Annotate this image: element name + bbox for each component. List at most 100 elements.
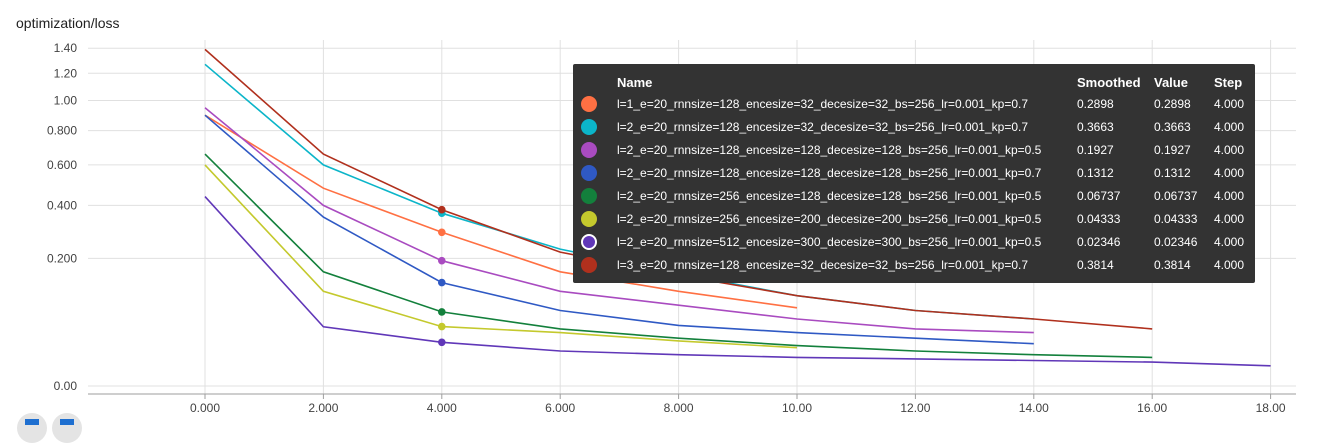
y-tick-label: 0.200 <box>47 251 77 265</box>
tooltip-table: Name Smoothed Value Step l=1_e=20_rnnsiz… <box>581 72 1250 276</box>
raw-value: 0.3814 <box>1154 257 1191 272</box>
highlight-point <box>438 228 446 237</box>
fit-domain-button[interactable] <box>17 413 47 443</box>
step-value: 4.000 <box>1214 165 1245 180</box>
series-swatch-cell <box>581 230 617 253</box>
y-tick-label: 0.600 <box>47 158 77 172</box>
y-tick-label: 1.40 <box>54 41 78 55</box>
raw-value: 0.04333 <box>1154 211 1198 226</box>
series-color-swatch <box>581 233 597 250</box>
y-tick-label: 0.400 <box>47 198 77 212</box>
series-swatch-cell <box>581 92 617 115</box>
raw-value: 0.02346 <box>1154 234 1198 249</box>
raw-value: 0.06737 <box>1154 188 1198 203</box>
tooltip-row: l=1_e=20_rnnsize=128_encesize=32_decesiz… <box>581 92 1250 115</box>
series-color-swatch <box>581 256 597 273</box>
highlight-point <box>438 322 446 331</box>
smoothed-value: 0.1312 <box>1077 165 1114 180</box>
series-color-swatch <box>581 95 597 112</box>
series-line <box>204 196 1271 367</box>
x-tick-label: 14.00 <box>1019 401 1049 415</box>
step-value: 4.000 <box>1214 234 1245 249</box>
smoothed-value: 0.2898 <box>1077 96 1114 111</box>
x-tick-label: 12.00 <box>900 401 930 415</box>
step-value: 4.000 <box>1214 119 1245 134</box>
swatch-header <box>581 72 617 92</box>
series-name: l=1_e=20_rnnsize=128_encesize=32_decesiz… <box>617 96 1029 111</box>
tooltip-row: l=2_e=20_rnnsize=256_encesize=200_decesi… <box>581 207 1250 230</box>
series-swatch-cell <box>581 161 617 184</box>
raw-value: 0.1312 <box>1154 165 1191 180</box>
smoothed-value: 0.06737 <box>1077 188 1121 203</box>
smoothed-value: 0.1927 <box>1077 142 1114 157</box>
y-tick-label: 1.00 <box>54 94 78 108</box>
x-tick-label: 18.00 <box>1256 401 1286 415</box>
data-table-icon <box>60 419 74 425</box>
smoothed-value: 0.3663 <box>1077 119 1114 134</box>
series-line <box>204 114 798 309</box>
step-value: 4.000 <box>1214 142 1245 157</box>
series-name: l=2_e=20_rnnsize=256_encesize=128_decesi… <box>617 188 1042 203</box>
tooltip-header-row: Name Smoothed Value Step <box>581 72 1250 92</box>
series-swatch-cell <box>581 184 617 207</box>
highlight-point <box>438 278 446 287</box>
y-tick-label: 1.20 <box>54 66 78 80</box>
smoothed-header: Smoothed <box>1077 74 1141 90</box>
step-value: 4.000 <box>1214 96 1245 111</box>
x-tick-label: 6.000 <box>545 401 575 415</box>
step-value: 4.000 <box>1214 188 1245 203</box>
raw-value: 0.3663 <box>1154 119 1191 134</box>
highlight-point <box>438 308 446 316</box>
smoothed-value: 0.02346 <box>1077 234 1121 249</box>
raw-value: 0.1927 <box>1154 142 1191 157</box>
step-header: Step <box>1214 74 1243 90</box>
series-name: l=2_e=20_rnnsize=128_encesize=32_decesiz… <box>617 119 1029 134</box>
series-line <box>204 164 798 349</box>
x-tick-label: 2.000 <box>308 401 338 415</box>
x-tick-label: 16.00 <box>1137 401 1167 415</box>
step-value: 4.000 <box>1214 257 1245 272</box>
chart-title: optimization/loss <box>16 15 120 31</box>
x-tick-label: 8.000 <box>664 401 694 415</box>
series-tooltip: Name Smoothed Value Step l=1_e=20_rnnsiz… <box>573 64 1255 283</box>
expand-icon <box>25 419 39 425</box>
tooltip-row: l=2_e=20_rnnsize=512_encesize=300_decesi… <box>581 230 1250 253</box>
tooltip-row: l=2_e=20_rnnsize=128_encesize=128_decesi… <box>581 161 1250 184</box>
x-tick-label: 0.000 <box>190 401 220 415</box>
axes: 0.000 2.000 4.000 6.000 8.000 10.00 12.00 14.00… <box>47 41 1296 415</box>
y-tick-label: 0.800 <box>47 124 77 138</box>
highlight-point <box>438 256 446 265</box>
series-swatch-cell <box>581 253 617 276</box>
series-name: l=2_e=20_rnnsize=128_encesize=128_decesi… <box>617 142 1042 157</box>
x-tick-label: 4.000 <box>427 401 457 415</box>
series-swatch-cell <box>581 115 617 138</box>
series-color-swatch <box>581 164 597 181</box>
tooltip-row: l=2_e=20_rnnsize=128_encesize=128_decesi… <box>581 138 1250 161</box>
smoothed-value: 0.04333 <box>1077 211 1121 226</box>
data-download-button[interactable] <box>52 413 82 443</box>
series-color-swatch <box>581 187 597 204</box>
series-line <box>204 107 1034 334</box>
tooltip-row: l=2_e=20_rnnsize=128_encesize=32_decesiz… <box>581 115 1250 138</box>
step-value: 4.000 <box>1214 211 1245 226</box>
y-tick-label: 0.00 <box>54 379 78 393</box>
highlight-markers <box>438 205 446 347</box>
series-color-swatch <box>581 118 597 135</box>
highlight-point <box>438 338 446 347</box>
tooltip-rows: l=1_e=20_rnnsize=128_encesize=32_decesiz… <box>581 92 1250 276</box>
series-name: l=3_e=20_rnnsize=128_encesize=32_decesiz… <box>617 257 1029 272</box>
series-swatch-cell <box>581 138 617 161</box>
series-line <box>204 114 1034 345</box>
x-tick-label: 10.00 <box>782 401 812 415</box>
series-line <box>204 153 1153 359</box>
series-color-swatch <box>581 210 597 227</box>
series-swatch-cell <box>581 207 617 230</box>
series-name: l=2_e=20_rnnsize=512_encesize=300_decesi… <box>617 234 1042 249</box>
raw-value: 0.2898 <box>1154 96 1191 111</box>
smoothed-value: 0.3814 <box>1077 257 1114 272</box>
value-header: Value <box>1154 74 1188 90</box>
highlight-point <box>438 205 446 214</box>
name-header: Name <box>617 74 653 90</box>
series-name: l=2_e=20_rnnsize=256_encesize=200_decesi… <box>617 211 1042 226</box>
series-name: l=2_e=20_rnnsize=128_encesize=128_decesi… <box>617 165 1042 180</box>
